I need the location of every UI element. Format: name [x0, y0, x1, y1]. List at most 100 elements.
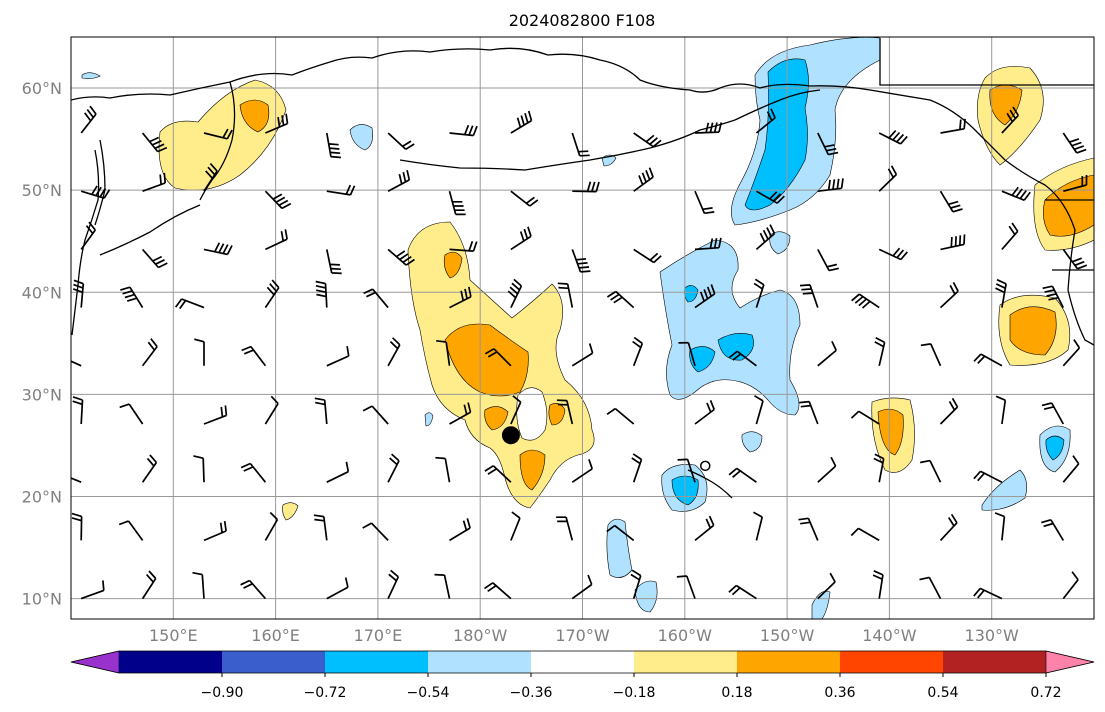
coast-hawaii [687, 469, 733, 499]
wind-barb [1041, 402, 1065, 425]
colorbar-tick-label: 0.54 [927, 685, 958, 701]
blue-core-central-east-b [717, 333, 754, 361]
wind-barb [240, 462, 267, 483]
orange-core-central-south [519, 449, 546, 491]
negative-anomaly-region-central-east [659, 239, 801, 416]
lon-tick-label: 170°E [354, 626, 403, 645]
map-title: 2024082800 F108 [509, 11, 656, 30]
wind-barb [71, 477, 82, 483]
graticule [71, 37, 1094, 619]
lon-tick-label: 150°W [760, 626, 815, 645]
wind-barb [817, 456, 837, 483]
wind-barb [995, 395, 1007, 425]
coast-siberia [71, 47, 1094, 346]
wind-barb [878, 247, 908, 261]
storm-position-marker [501, 426, 520, 445]
blue-core-alaska [744, 58, 809, 211]
wind-barb [694, 122, 723, 134]
wind-barb [510, 511, 521, 541]
orange-core-central-north [443, 251, 463, 279]
wind-barb [449, 124, 478, 137]
wind-barb [314, 397, 328, 425]
colorbar-tick-label: 0.18 [721, 685, 752, 701]
wind-barb [556, 516, 574, 541]
wind-barb [753, 511, 764, 541]
wind-barb [851, 293, 880, 309]
wind-barb [435, 456, 451, 483]
anomaly-shading [81, 37, 1094, 619]
wind-barb [571, 459, 594, 483]
wind-barb [194, 338, 205, 366]
wind-barb [973, 587, 1003, 600]
wind-barb [264, 395, 279, 425]
colorbar-segment [325, 651, 429, 673]
wind-barb [817, 572, 836, 600]
wind-barb [798, 517, 819, 541]
wind-barb [1062, 455, 1080, 483]
lon-tick-label: 170°W [555, 626, 610, 645]
lat-tick-label: 50°N [22, 181, 62, 200]
wind-barb [118, 520, 144, 541]
wind-barb [556, 399, 574, 425]
wind-barb [326, 577, 349, 600]
wind-barb [754, 395, 764, 425]
lon-tick-label: 130°W [965, 626, 1020, 645]
wind-barb [632, 336, 644, 367]
wind-barb [326, 184, 356, 196]
longitude-labels: 150°E 160°E 170°E 180°W 170°W 160°W 150°W 140°W… [149, 626, 1019, 645]
lat-tick-label: 40°N [22, 283, 62, 302]
blue-core-central-east-a [689, 346, 716, 373]
wind-barb [755, 108, 776, 134]
wind-barb [633, 132, 662, 148]
colorbar-extend-high [1045, 650, 1095, 674]
wind-barb [141, 454, 158, 483]
wind-barb [606, 407, 635, 425]
wind-barb [119, 403, 144, 425]
colorbar-segment [634, 651, 738, 673]
wind-barb [387, 569, 400, 599]
wind-barb [1062, 571, 1079, 600]
wind-barb [631, 453, 643, 483]
wind-barb [572, 181, 600, 193]
colorbar-segment [531, 651, 635, 673]
orange-core-kamchatka [239, 99, 270, 133]
orange-core-east-pacific [877, 408, 904, 456]
wind-barb [1001, 186, 1031, 201]
wind-barb [387, 170, 411, 192]
wind-barb [571, 249, 591, 273]
lat-tick-label: 30°N [22, 385, 62, 404]
wind-barb [449, 286, 472, 309]
border-canada-us [879, 38, 1094, 86]
colorbar-segment [840, 651, 944, 673]
wind-barb [677, 458, 696, 483]
negative-anomaly-region-southeast-b [981, 469, 1027, 511]
coast-aleutians [399, 119, 736, 171]
wind-barb [326, 461, 350, 483]
wind-barb [120, 286, 144, 309]
wind-barb [434, 573, 451, 599]
wind-barb [326, 345, 350, 367]
lon-tick-label: 180°W [453, 626, 508, 645]
colorbar-tick-label: −0.18 [613, 685, 656, 701]
colorbar-segment [428, 651, 532, 673]
wind-barb [939, 397, 959, 425]
wind-barb [325, 132, 341, 159]
wind-barb [973, 353, 1003, 367]
orange-core-central-main [444, 323, 529, 397]
wind-barb [694, 190, 715, 215]
wind-barb [633, 248, 662, 264]
small-circle-marker [700, 460, 711, 472]
wind-barb [80, 580, 105, 600]
positive-anomaly-hole [516, 387, 548, 441]
wind-barb [141, 338, 158, 367]
map-frame [70, 36, 1095, 620]
wind-barb [80, 221, 96, 250]
wind-barb [313, 514, 328, 541]
wind-barb [241, 345, 267, 367]
wind-barb [510, 190, 539, 207]
wind-barb [264, 190, 292, 210]
wind-barb [1001, 222, 1019, 250]
wind-barb [728, 584, 757, 600]
wind-barb [755, 190, 785, 204]
